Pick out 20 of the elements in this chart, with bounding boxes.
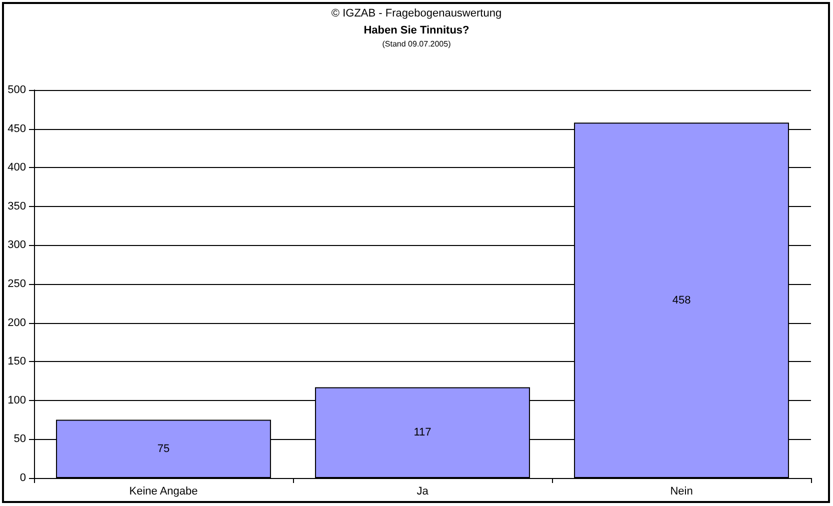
y-tick-label: 500 (8, 84, 26, 96)
y-tick-label: 400 (8, 162, 26, 174)
y-tick-label: 100 (8, 394, 26, 406)
data-label: 75 (157, 442, 170, 455)
data-label: 117 (414, 426, 432, 439)
y-tick-label: 0 (20, 472, 26, 484)
chart-title: Haben Sie Tinnitus? (364, 24, 470, 36)
x-tick-label: Nein (670, 486, 693, 498)
data-label: 458 (672, 294, 691, 306)
y-tick-label: 450 (8, 122, 26, 135)
y-tick-label: 150 (8, 356, 26, 368)
y-tick-label: 300 (8, 239, 26, 252)
x-tick-label: Ja (416, 486, 430, 498)
y-tick-label: 50 (14, 433, 26, 446)
x-tick-label: Keine Angabe (129, 486, 198, 498)
text: © IGZAB - Fragebogenauswertung (331, 8, 502, 20)
y-tick-label: 200 (8, 316, 26, 329)
y-tick-label: 350 (8, 200, 26, 212)
chart-subtitle: (Stand 09.07.2005) (382, 40, 452, 48)
y-tick-label: 250 (8, 278, 26, 290)
